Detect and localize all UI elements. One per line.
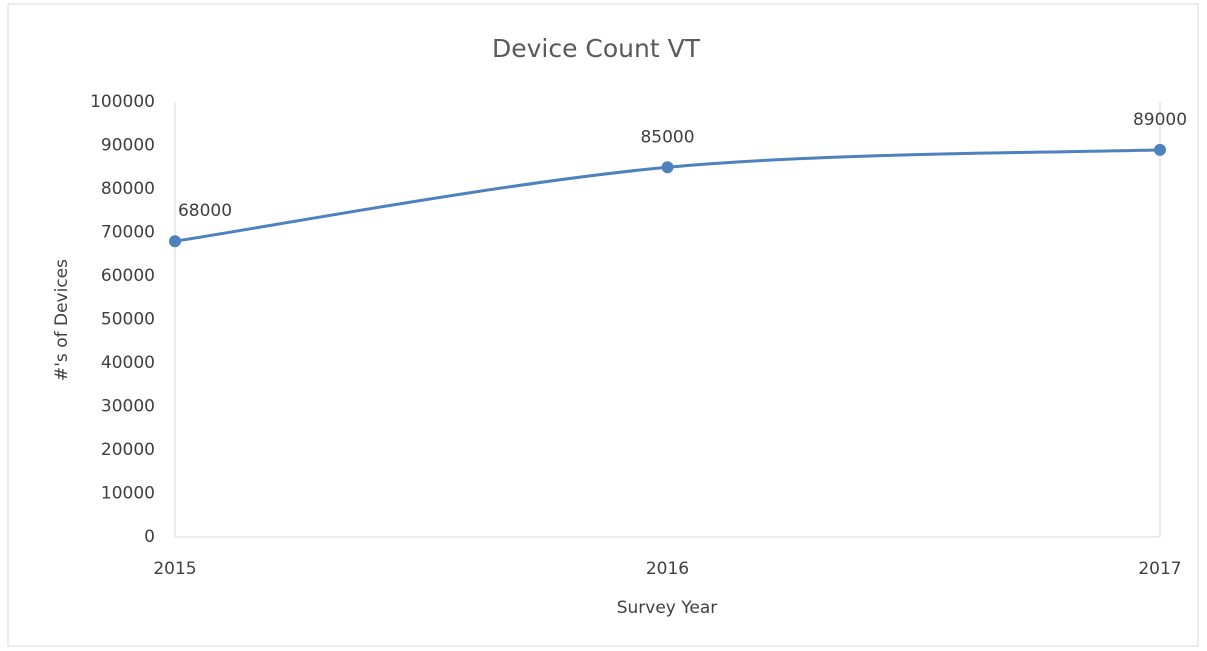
y-tick-label: 20000	[101, 440, 155, 460]
y-axis-label: #'s of Devices	[52, 259, 72, 381]
y-tick-label: 40000	[101, 353, 155, 373]
chart-frame	[7, 3, 1199, 647]
data-label: 85000	[640, 127, 694, 147]
y-tick-label: 10000	[101, 484, 155, 504]
y-tick-label: 100000	[90, 92, 155, 112]
data-label: 89000	[1133, 110, 1187, 130]
y-tick-label: 0	[144, 527, 155, 547]
x-tick-label: 2017	[1138, 559, 1181, 579]
y-tick-label: 60000	[101, 266, 155, 286]
data-label: 68000	[178, 201, 232, 221]
y-tick-label: 50000	[101, 310, 155, 330]
marker	[169, 235, 181, 248]
x-tick-label: 2015	[153, 559, 196, 579]
marker	[661, 161, 674, 174]
marker	[1154, 143, 1166, 156]
chart-title: Device Count VT	[492, 34, 701, 63]
y-tick-label: 30000	[101, 397, 155, 417]
x-tick-label: 2016	[646, 559, 689, 579]
y-tick-label: 80000	[101, 179, 155, 199]
x-axis-label: Survey Year	[617, 598, 718, 618]
y-tick-label: 90000	[101, 136, 155, 156]
y-tick-label: 70000	[101, 223, 155, 243]
